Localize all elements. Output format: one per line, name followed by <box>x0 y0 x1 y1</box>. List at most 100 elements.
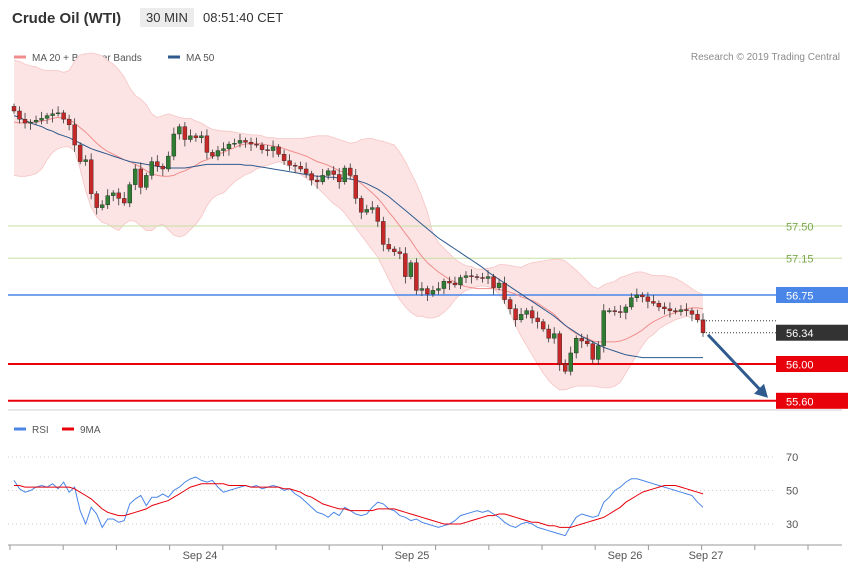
candle-body <box>226 143 232 149</box>
candle-body <box>221 148 226 151</box>
candle-body <box>133 168 138 185</box>
candle-body <box>298 165 303 170</box>
candle-body <box>182 126 188 140</box>
candle-body <box>138 168 143 188</box>
candle-body <box>204 135 210 153</box>
copyright-text: Research © 2019 Trading Central <box>690 52 840 63</box>
candle-body <box>144 175 149 188</box>
candle-body <box>83 159 88 162</box>
candle-body <box>259 144 265 150</box>
candle-body <box>551 333 557 339</box>
candle-body <box>309 173 314 181</box>
level-label-56.75: 56.75 <box>786 291 814 303</box>
candle-body <box>111 192 116 196</box>
candle-body <box>645 296 651 302</box>
candle-body <box>700 319 706 333</box>
candle-body <box>518 314 524 321</box>
candle-body <box>331 170 336 175</box>
candle-body <box>254 143 259 146</box>
candle-body <box>177 126 182 135</box>
candle-body <box>485 276 491 279</box>
bollinger-lower-line <box>13 146 704 391</box>
candle-body <box>695 314 700 321</box>
candle-body <box>436 288 441 291</box>
candle-body <box>568 352 573 372</box>
candle-body <box>689 310 695 315</box>
candle-body <box>441 281 447 289</box>
level-label-57.50: 57.50 <box>786 222 814 234</box>
candle-body <box>188 135 193 140</box>
candle-body <box>325 170 331 176</box>
candle-body <box>469 275 474 277</box>
candle-body <box>375 207 380 222</box>
candle-body <box>496 282 502 288</box>
rsi-tick-70: 70 <box>786 452 798 464</box>
candle-body <box>50 113 55 116</box>
candle-body <box>524 310 529 315</box>
level-label-56.00: 56.00 <box>786 360 814 372</box>
candle-body <box>276 146 281 155</box>
rsi-panel <box>8 412 842 544</box>
candle-body <box>601 310 606 346</box>
candle-body <box>651 301 656 304</box>
candle-body <box>507 299 513 310</box>
candle-body <box>607 310 612 312</box>
candle-body <box>640 294 645 298</box>
timeframe-badge[interactable]: 30 MIN <box>140 8 194 27</box>
candle-body <box>99 204 105 208</box>
candle-body <box>579 338 584 342</box>
rsi-legend-label-0: RSI <box>32 425 49 436</box>
candle-body <box>629 297 634 308</box>
legend-label-1: MA 50 <box>186 53 215 64</box>
instrument-title: Crude Oil (WTI) <box>12 10 122 27</box>
x-label-3: Sep 27 <box>689 550 724 562</box>
candle-body <box>270 146 276 151</box>
x-label-1: Sep 25 <box>395 550 430 562</box>
level-tag-56.75 <box>776 287 848 303</box>
candle-body <box>540 321 546 330</box>
candle-body <box>314 179 320 183</box>
candle-body <box>656 303 662 308</box>
level-tag-56.00 <box>776 356 848 372</box>
candle-body <box>44 115 50 119</box>
candle-body <box>662 306 667 309</box>
candle-body <box>303 168 309 174</box>
candle-body <box>116 192 121 199</box>
candle-body <box>232 142 237 145</box>
candle-body <box>623 306 629 313</box>
candle-body <box>585 340 590 344</box>
candle-body <box>535 317 540 322</box>
candle-body <box>618 311 623 313</box>
candle-body <box>574 338 579 354</box>
candle-body <box>386 244 392 250</box>
candle-body <box>513 308 518 321</box>
candle-body <box>127 184 132 204</box>
candle-body <box>166 155 171 170</box>
candle-body <box>215 150 221 157</box>
candle-body <box>678 309 684 312</box>
candle-body <box>88 159 94 194</box>
candle-body <box>149 161 155 176</box>
x-label-0: Sep 24 <box>183 550 218 562</box>
candle-body <box>210 152 215 157</box>
candle-body <box>11 106 17 112</box>
candle-body <box>425 288 430 295</box>
candle-body <box>77 144 83 162</box>
candle-body <box>463 275 469 278</box>
candle-body <box>364 209 369 213</box>
candle-body <box>292 165 298 167</box>
candle-body <box>160 165 166 170</box>
rsi-tick-50: 50 <box>786 486 798 498</box>
candle-body <box>529 310 535 319</box>
candle-body <box>634 294 640 298</box>
candle-body <box>491 276 496 288</box>
last-price-label: 56.34 <box>786 328 814 340</box>
candle-body <box>199 135 204 138</box>
candle-body <box>122 198 127 204</box>
candle-body <box>281 154 287 161</box>
candle-body <box>265 149 270 151</box>
candle-body <box>248 142 254 145</box>
candle-body <box>155 161 160 167</box>
candle-body <box>612 310 618 312</box>
candle-body <box>452 282 458 286</box>
